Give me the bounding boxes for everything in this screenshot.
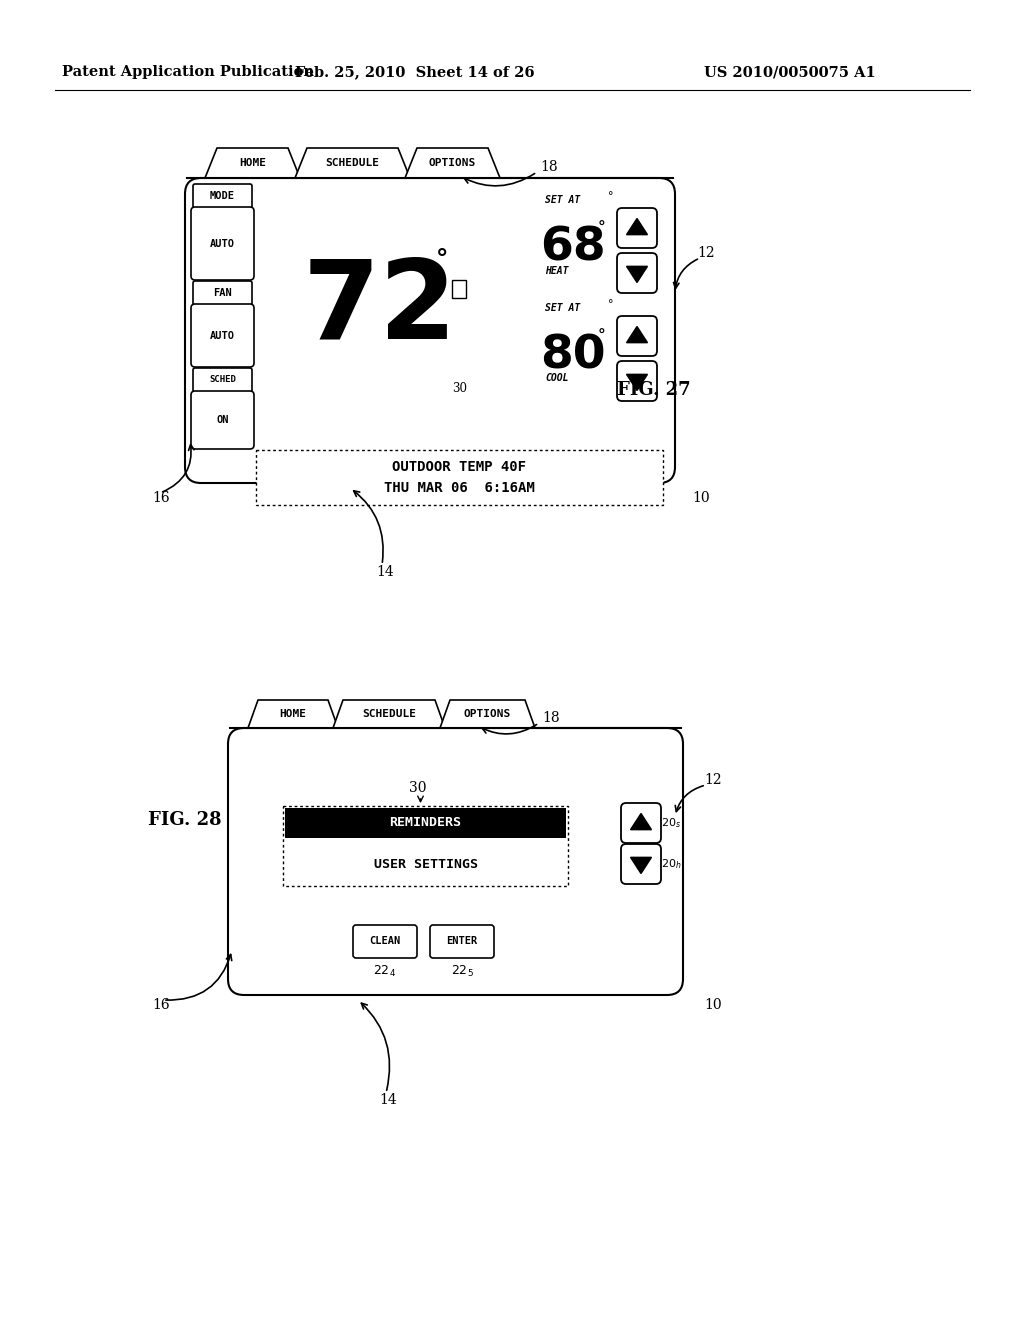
- Text: 30: 30: [409, 781, 426, 795]
- Polygon shape: [631, 857, 651, 874]
- FancyBboxPatch shape: [228, 729, 683, 995]
- Text: 10: 10: [692, 491, 710, 506]
- Text: $20_h$: $20_h$: [662, 857, 682, 871]
- Text: °: °: [608, 191, 613, 201]
- Polygon shape: [248, 700, 338, 729]
- Text: 12: 12: [705, 774, 722, 787]
- Text: 18: 18: [542, 711, 560, 725]
- Text: OPTIONS: OPTIONS: [429, 158, 476, 168]
- Text: HEAT: HEAT: [545, 267, 568, 276]
- Text: 10: 10: [705, 998, 722, 1012]
- Text: ON: ON: [216, 414, 228, 425]
- Text: 72: 72: [303, 255, 458, 362]
- Text: $22_4$: $22_4$: [374, 964, 396, 978]
- Text: SCHEDULE: SCHEDULE: [362, 709, 416, 719]
- Text: 16: 16: [152, 998, 170, 1012]
- Text: MODE: MODE: [210, 191, 234, 201]
- FancyBboxPatch shape: [452, 280, 466, 298]
- FancyBboxPatch shape: [617, 253, 657, 293]
- FancyBboxPatch shape: [256, 450, 663, 506]
- Text: Feb. 25, 2010  Sheet 14 of 26: Feb. 25, 2010 Sheet 14 of 26: [295, 65, 535, 79]
- Text: °: °: [436, 248, 449, 272]
- Text: SET AT: SET AT: [545, 304, 581, 313]
- FancyBboxPatch shape: [430, 925, 494, 958]
- Text: °: °: [598, 220, 606, 235]
- Text: $22_5$: $22_5$: [451, 964, 473, 978]
- FancyBboxPatch shape: [193, 368, 252, 392]
- Text: HOME: HOME: [239, 158, 266, 168]
- Text: HOME: HOME: [280, 709, 306, 719]
- Polygon shape: [205, 148, 300, 178]
- Polygon shape: [627, 326, 647, 343]
- FancyBboxPatch shape: [621, 803, 662, 843]
- Text: 14: 14: [376, 565, 394, 579]
- Text: 14: 14: [379, 1093, 397, 1107]
- Text: 80: 80: [540, 334, 605, 379]
- FancyBboxPatch shape: [191, 207, 254, 280]
- FancyBboxPatch shape: [185, 178, 675, 483]
- Text: USER SETTINGS: USER SETTINGS: [374, 858, 477, 870]
- Text: THU MAR 06  6:16AM: THU MAR 06 6:16AM: [384, 480, 535, 495]
- FancyBboxPatch shape: [193, 183, 252, 209]
- Text: US 2010/0050075 A1: US 2010/0050075 A1: [705, 65, 876, 79]
- Polygon shape: [627, 267, 647, 282]
- Text: 68: 68: [540, 226, 605, 271]
- Text: SET AT: SET AT: [545, 195, 581, 205]
- FancyBboxPatch shape: [191, 391, 254, 449]
- Polygon shape: [406, 148, 500, 178]
- FancyBboxPatch shape: [617, 360, 657, 401]
- Text: 16: 16: [152, 491, 170, 506]
- Text: Patent Application Publication: Patent Application Publication: [62, 65, 314, 79]
- FancyBboxPatch shape: [283, 807, 568, 886]
- Text: OUTDOOR TEMP 40F: OUTDOOR TEMP 40F: [392, 459, 526, 474]
- Text: FIG. 27: FIG. 27: [617, 381, 690, 399]
- FancyBboxPatch shape: [191, 304, 254, 367]
- Text: °: °: [598, 329, 606, 343]
- Text: FIG. 28: FIG. 28: [148, 810, 221, 829]
- Polygon shape: [333, 700, 445, 729]
- Polygon shape: [627, 219, 647, 235]
- Text: AUTO: AUTO: [210, 331, 234, 341]
- Text: ENTER: ENTER: [446, 936, 477, 946]
- FancyBboxPatch shape: [353, 925, 417, 958]
- Text: COOL: COOL: [545, 374, 568, 383]
- Text: FAN: FAN: [213, 288, 231, 298]
- Polygon shape: [440, 700, 535, 729]
- FancyBboxPatch shape: [193, 281, 252, 305]
- Text: 30: 30: [453, 381, 468, 395]
- Text: AUTO: AUTO: [210, 239, 234, 249]
- Text: SCHEDULE: SCHEDULE: [326, 158, 380, 168]
- Text: °: °: [608, 300, 613, 309]
- FancyBboxPatch shape: [617, 209, 657, 248]
- FancyBboxPatch shape: [621, 843, 662, 884]
- Polygon shape: [295, 148, 410, 178]
- FancyBboxPatch shape: [285, 808, 566, 838]
- Text: SCHED: SCHED: [209, 375, 236, 384]
- Text: REMINDERS: REMINDERS: [389, 817, 462, 829]
- Polygon shape: [631, 813, 651, 830]
- Text: 18: 18: [540, 160, 558, 174]
- Text: 12: 12: [697, 246, 715, 260]
- Polygon shape: [627, 375, 647, 391]
- Text: OPTIONS: OPTIONS: [464, 709, 511, 719]
- Text: CLEAN: CLEAN: [370, 936, 400, 946]
- Text: $20_s$: $20_s$: [662, 816, 681, 830]
- FancyBboxPatch shape: [617, 315, 657, 356]
